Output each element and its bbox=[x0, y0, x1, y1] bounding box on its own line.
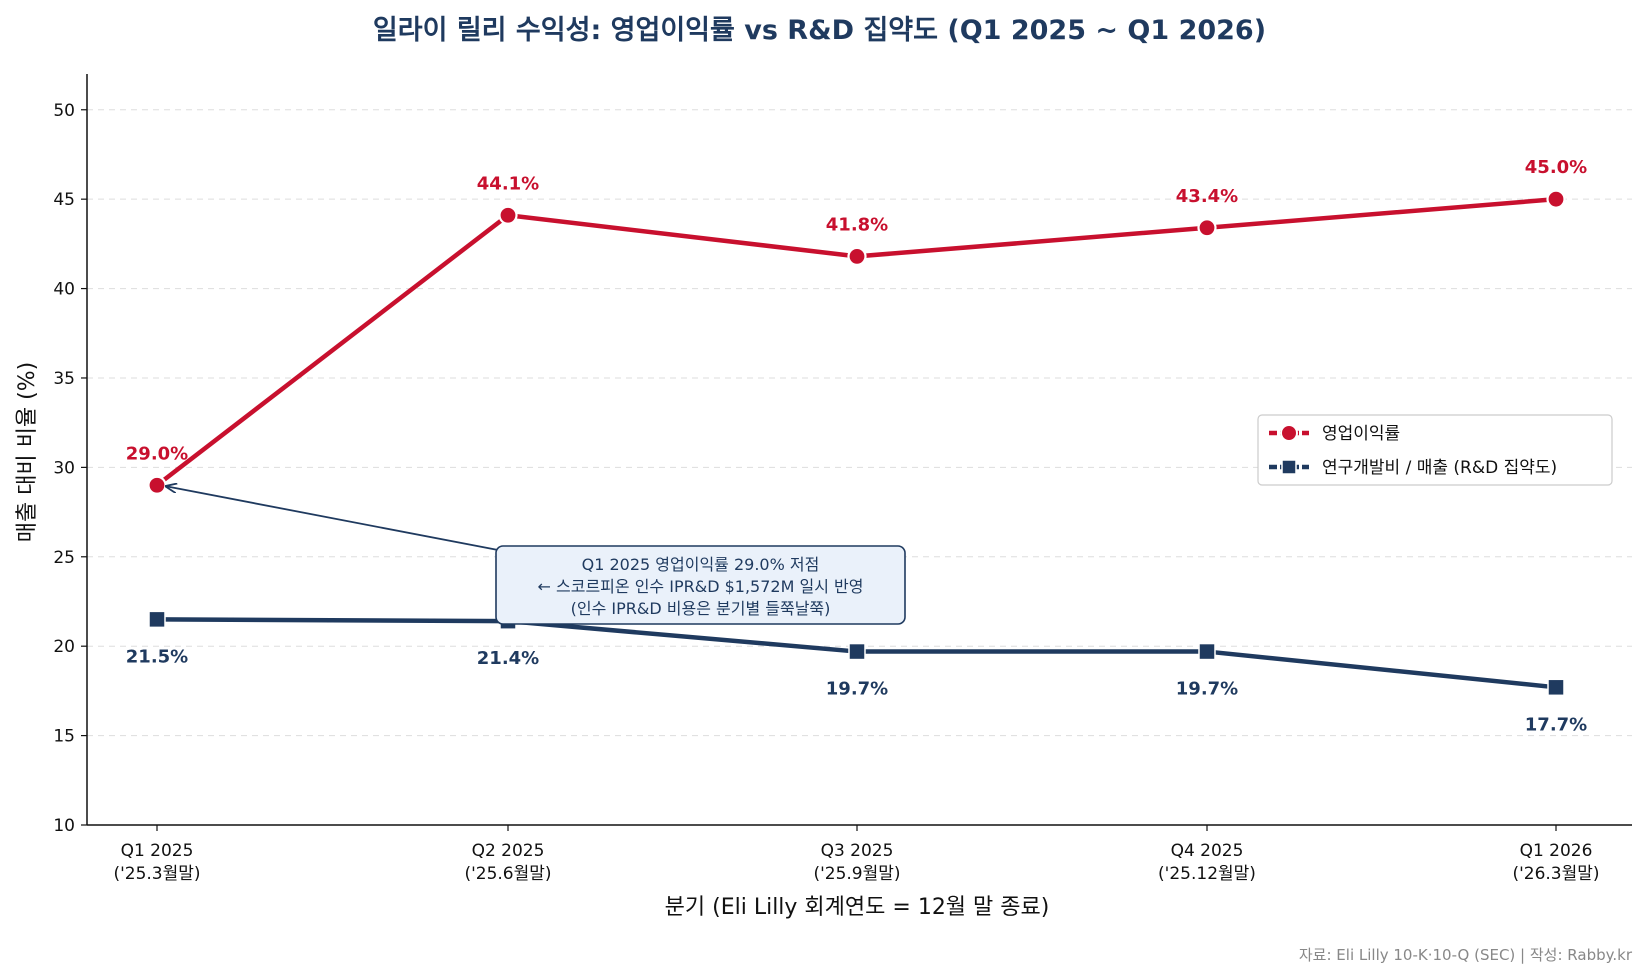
data-point bbox=[1198, 642, 1216, 661]
data-point bbox=[1546, 189, 1566, 209]
chart-title: 일라이 릴리 수익성: 영업이익률 vs R&D 집약도 (Q1 2025 ~ … bbox=[372, 15, 1267, 46]
data-point bbox=[847, 246, 867, 266]
data-label: 43.4% bbox=[1176, 186, 1238, 207]
data-point bbox=[848, 642, 866, 661]
data-label: 21.4% bbox=[477, 648, 539, 669]
x-tick-sublabel: ('25.6월말) bbox=[464, 864, 551, 884]
y-tick-label: 10 bbox=[53, 816, 75, 836]
data-point bbox=[1547, 678, 1565, 697]
annotation: Q1 2025 영업이익률 29.0% 저점 ← 스코르피온 인수 IPR&D $… bbox=[166, 486, 906, 625]
annotation-text: (인수 IPR&D 비용은 분기별 들쭉날쭉) bbox=[571, 599, 831, 618]
data-label: 44.1% bbox=[477, 173, 539, 194]
data-point bbox=[1197, 218, 1217, 238]
x-tick-sublabel: ('25.12월말) bbox=[1158, 864, 1256, 884]
y-tick-label: 30 bbox=[53, 458, 75, 478]
data-label: 19.7% bbox=[826, 679, 888, 700]
series-layer: 29.0% 44.1% 41.8% 43.4% 45.0% 21.5% 21.4% 19.7%… bbox=[126, 157, 1587, 735]
x-tick-label: Q3 2025 bbox=[821, 841, 894, 861]
y-tick-label: 40 bbox=[53, 280, 75, 300]
x-axis-label: 분기 (Eli Lilly 회계연도 = 12월 말 종료) bbox=[665, 895, 1050, 920]
legend-marker bbox=[1280, 424, 1298, 442]
data-point bbox=[148, 610, 166, 629]
annotation-text: ← 스코르피온 인수 IPR&D $1,572M 일시 반영 bbox=[538, 577, 864, 596]
data-label: 19.7% bbox=[1176, 679, 1238, 700]
y-tick-label: 15 bbox=[53, 727, 75, 747]
y-tick-label: 50 bbox=[53, 101, 75, 121]
data-label: 41.8% bbox=[826, 214, 888, 235]
data-label: 21.5% bbox=[126, 646, 188, 667]
legend-box bbox=[1257, 414, 1613, 486]
x-tick-sublabel: ('25.3월말) bbox=[113, 864, 200, 884]
data-label: 29.0% bbox=[126, 443, 188, 464]
x-tick-sublabel: ('25.9월말) bbox=[813, 864, 900, 884]
y-axis-label: 매출 대비 비율 (%) bbox=[15, 362, 40, 543]
x-tick-label: Q1 2026 bbox=[1520, 841, 1593, 861]
x-tick-label: Q4 2025 bbox=[1171, 841, 1244, 861]
y-tick-label: 25 bbox=[53, 548, 75, 568]
legend-marker bbox=[1281, 459, 1297, 475]
y-tick-label: 35 bbox=[53, 369, 75, 389]
legend-label: 영업이익률 bbox=[1322, 424, 1400, 444]
data-label: 17.7% bbox=[1525, 714, 1587, 735]
data-point bbox=[147, 475, 167, 495]
annotation-box bbox=[495, 545, 906, 625]
data-point bbox=[498, 205, 518, 225]
x-tick-label: Q1 2025 bbox=[121, 841, 194, 861]
annotation-text: Q1 2025 영업이익률 29.0% 저점 bbox=[582, 555, 820, 574]
annotation-arrow bbox=[166, 486, 499, 551]
legend-label: 연구개발비 / 매출 (R&D 집약도) bbox=[1322, 458, 1557, 478]
x-tick-label: Q2 2025 bbox=[472, 841, 545, 861]
source-note: 자료: Eli Lilly 10-K·10-Q (SEC) | 작성: Rabb… bbox=[1299, 946, 1633, 964]
y-tick-label: 20 bbox=[53, 637, 75, 657]
axes: 10 15 20 25 30 35 40 45 50 Q1 2025 ('25.3월말) Q2 202… bbox=[53, 74, 1632, 884]
y-tick-label: 45 bbox=[53, 190, 75, 210]
x-tick-sublabel: ('26.3월말) bbox=[1512, 864, 1599, 884]
data-label: 45.0% bbox=[1525, 157, 1587, 178]
